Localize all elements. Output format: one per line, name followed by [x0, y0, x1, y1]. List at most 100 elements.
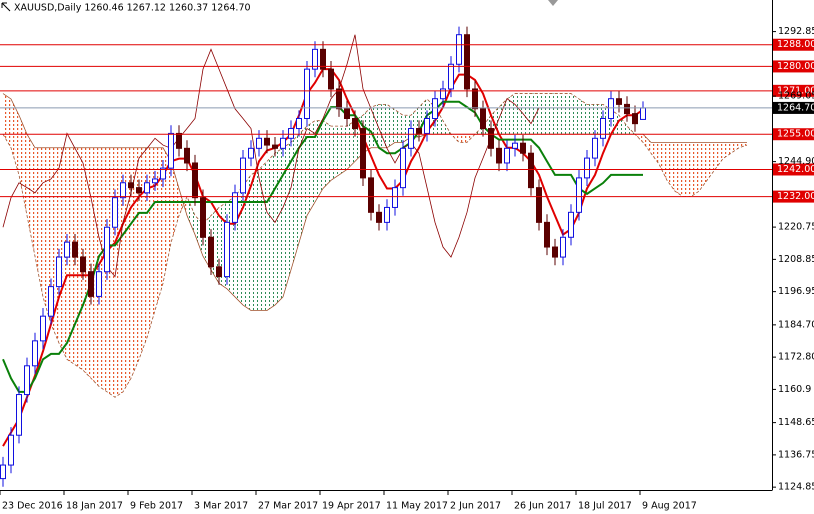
candle-body — [320, 48, 326, 70]
candle-body — [288, 128, 294, 139]
axes-layer: 1292.85 1269.05 1244.90 1220.75 1208.85 1196.… — [0, 26, 814, 512]
cloud-segment — [555, 93, 563, 135]
cloud-segment — [123, 147, 131, 392]
candle-body — [496, 147, 502, 164]
cloud-segment — [507, 93, 515, 135]
candle-body — [240, 157, 246, 194]
x-tick-label: 3 Mar 2017 — [194, 501, 248, 512]
y-tick-label: 1196.95 — [778, 286, 814, 297]
cloud-segment — [315, 120, 323, 203]
candle-body — [224, 221, 230, 278]
y-tick-label: 1269.05 — [778, 91, 814, 102]
candle-body — [392, 187, 398, 208]
candle-body — [480, 108, 486, 130]
candle-body — [208, 236, 214, 268]
y-tick-label: 1208.85 — [778, 254, 814, 265]
candle-body — [376, 211, 382, 223]
level-label-box — [773, 190, 814, 203]
candle-body — [256, 137, 262, 149]
candle-body — [72, 241, 78, 258]
candle-body — [8, 434, 14, 466]
level-label-box — [773, 163, 814, 176]
symbol-icon — [1, 2, 11, 12]
candle-body — [584, 157, 590, 179]
x-tick-label: 9 Feb 2017 — [130, 501, 183, 512]
level-label: 1242.00 — [777, 164, 814, 175]
cloud-segment — [251, 169, 259, 311]
candle-body — [296, 118, 302, 130]
x-tick-label: 23 Dec 2016 — [2, 501, 63, 512]
y-tick-label: 1184.70 — [778, 319, 814, 330]
candle-body — [232, 192, 238, 223]
candle-body — [544, 221, 550, 248]
candle-body — [552, 246, 558, 258]
cloud-segment — [243, 174, 251, 311]
candle-body — [264, 137, 270, 146]
candle-body — [384, 206, 390, 223]
y-tick-label: 1160.9 — [778, 384, 811, 395]
cloud-segment — [379, 104, 387, 148]
candle-body — [576, 177, 582, 213]
cloud-segment — [523, 93, 531, 135]
candle-body — [640, 107, 646, 120]
cloud-segment — [19, 115, 27, 216]
cloud-segment — [43, 147, 51, 325]
x-tick-label: 18 Jul 2017 — [578, 501, 632, 512]
candle-body — [96, 271, 102, 297]
cloud-segment — [571, 93, 579, 135]
candle-body — [312, 48, 318, 70]
cloud-segment — [83, 147, 91, 379]
cloud-span-a — [2, 93, 748, 398]
cloud-segment — [387, 104, 395, 148]
candles-layer — [0, 26, 646, 487]
y-tick-label: 1136.75 — [778, 449, 814, 460]
cloud-segment — [163, 147, 171, 284]
candle-body — [440, 88, 446, 100]
cloud-segment — [579, 98, 587, 135]
candle-body — [200, 197, 206, 238]
candle-body — [152, 178, 158, 184]
cloud-segment — [331, 126, 339, 181]
candle-body — [344, 108, 350, 120]
candle-body — [184, 147, 190, 164]
level-label: 1255.00 — [777, 129, 814, 140]
levels-layer: 1288.00 1280.00 1271.00 1255.00 1242.00 1232.… — [0, 38, 814, 203]
candle-body — [88, 271, 94, 297]
candle-body — [144, 182, 150, 194]
candle-body — [248, 147, 254, 159]
level-label-box — [773, 60, 814, 73]
chart-title: XAUUSD,Daily 1260.46 1267.12 1260.37 126… — [14, 3, 251, 14]
cloud-segment — [563, 93, 571, 135]
y-tick-label: 1292.85 — [778, 26, 814, 37]
candle-body — [176, 132, 182, 149]
shift-marker — [548, 0, 558, 6]
candle-body — [48, 286, 54, 317]
candle-body — [352, 118, 358, 130]
cloud-segment — [155, 147, 163, 311]
candle-body — [128, 182, 134, 189]
candle-body — [632, 113, 638, 125]
cloud-segment — [299, 126, 307, 243]
candle-body — [512, 142, 518, 149]
cloud-segment — [275, 147, 283, 306]
candle-body — [304, 68, 310, 120]
candle-body — [400, 147, 406, 189]
level-label-box — [773, 38, 814, 51]
y-tick-label: 1148.65 — [778, 417, 814, 428]
candle-body — [368, 177, 374, 213]
candle-body — [560, 236, 566, 258]
x-tick-label: 27 Mar 2017 — [258, 501, 318, 512]
cloud-segment — [347, 120, 355, 170]
price-label: 1264.70 — [777, 102, 814, 113]
candle-body — [0, 464, 6, 480]
candle-body — [16, 394, 22, 436]
cloud-segment — [651, 142, 659, 165]
cloud-segment — [659, 142, 667, 181]
cloud-segment — [139, 147, 147, 360]
cloud-segment — [643, 134, 651, 154]
cloud-segment — [99, 147, 107, 392]
candle-body — [416, 128, 422, 134]
cloud-segment — [75, 147, 83, 371]
